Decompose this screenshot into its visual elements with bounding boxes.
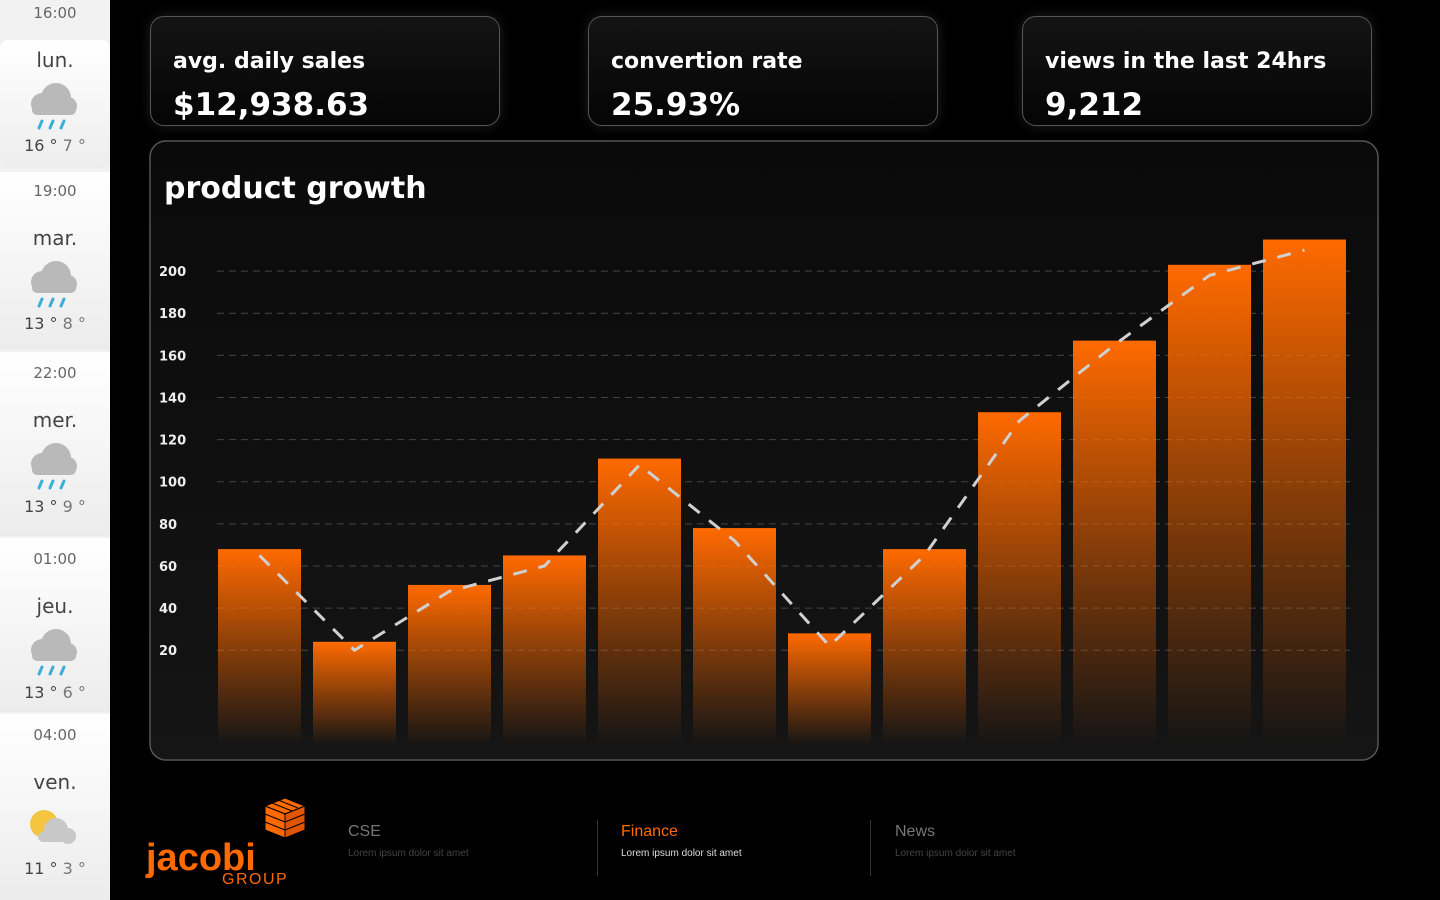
weather-sidebar: 16:00 lun. 16 ° 7 ° 19:00 mar. 13 ° 8 ° 22:00 m… bbox=[0, 0, 110, 900]
temp-low: 6 ° bbox=[62, 683, 86, 702]
temp-low: 8 ° bbox=[62, 314, 86, 333]
temp-high: 13 ° bbox=[24, 497, 58, 516]
bar bbox=[503, 555, 586, 745]
kpi-value: 9,212 bbox=[1045, 87, 1144, 123]
weather-item: 16:00 lun. 16 ° 7 ° bbox=[0, 0, 110, 170]
weather-item: 19:00 mar. 13 ° 8 ° bbox=[0, 172, 110, 350]
divider bbox=[597, 820, 598, 876]
nav-text: Lorem ipsum dolor sit amet bbox=[348, 848, 469, 859]
weather-icon bbox=[31, 629, 77, 676]
bar bbox=[313, 641, 396, 745]
weather-time: 16:00 bbox=[33, 4, 77, 22]
weather-icon bbox=[30, 810, 76, 844]
weather-day: lun. bbox=[36, 48, 74, 72]
bar bbox=[1168, 264, 1251, 745]
y-tick-label: 100 bbox=[159, 476, 186, 491]
y-tick-label: 20 bbox=[159, 644, 177, 659]
logo-sub: GROUP bbox=[222, 871, 288, 888]
weather-day: ven. bbox=[33, 770, 77, 794]
weather-item: 01:00 jeu. 13 ° 6 ° bbox=[0, 538, 110, 712]
nav-title: Finance bbox=[621, 823, 678, 840]
temp-low: 7 ° bbox=[62, 136, 86, 155]
weather-icon bbox=[31, 261, 77, 308]
chart-title: product growth bbox=[164, 171, 427, 206]
kpi-value: $12,938.63 bbox=[173, 87, 370, 123]
kpi-label: views in the last 24hrs bbox=[1045, 49, 1327, 74]
bar bbox=[788, 633, 871, 745]
weather-temps: 11 ° 3 ° bbox=[0, 859, 110, 878]
weather-time: 22:00 bbox=[33, 364, 77, 382]
temp-high: 16 ° bbox=[24, 136, 58, 155]
kpi-card: avg. daily sales $12,938.63 bbox=[150, 16, 500, 126]
temp-low: 9 ° bbox=[62, 497, 86, 516]
bar bbox=[1263, 239, 1346, 745]
bar bbox=[978, 412, 1061, 745]
nav-title: CSE bbox=[348, 823, 381, 840]
bar bbox=[1073, 340, 1156, 745]
trend-line bbox=[258, 248, 1305, 653]
logo-name: jacobi bbox=[145, 837, 256, 879]
logo: jacobi GROUP bbox=[145, 797, 307, 888]
weather-item: 22:00 mer. 13 ° 9 ° bbox=[0, 352, 110, 536]
weather-icon bbox=[31, 443, 77, 490]
y-tick-label: 80 bbox=[159, 518, 177, 533]
bar bbox=[408, 584, 491, 745]
y-tick-label: 200 bbox=[159, 265, 186, 280]
nav-text: Lorem ipsum dolor sit amet bbox=[895, 848, 1016, 859]
temp-low: 3 ° bbox=[62, 859, 86, 878]
y-tick-label: 140 bbox=[159, 391, 186, 406]
weather-item: 04:00 ven. 11 ° 3 ° bbox=[0, 714, 110, 900]
bar bbox=[598, 458, 681, 745]
nav-text: Lorem ipsum dolor sit amet bbox=[621, 848, 742, 859]
kpi-value: 25.93% bbox=[611, 87, 741, 123]
kpi-card: views in the last 24hrs 9,212 bbox=[1022, 16, 1372, 126]
y-tick-label: 40 bbox=[159, 602, 177, 617]
nav-title: News bbox=[895, 823, 936, 840]
weather-temps: 13 ° 6 ° bbox=[0, 683, 110, 702]
bar bbox=[218, 549, 301, 745]
weather-time: 19:00 bbox=[33, 182, 77, 200]
y-tick-label: 180 bbox=[159, 307, 186, 322]
temp-high: 13 ° bbox=[24, 683, 58, 702]
divider bbox=[870, 820, 871, 876]
y-tick-label: 120 bbox=[159, 434, 186, 449]
logo-cube bbox=[263, 797, 307, 839]
weather-temps: 13 ° 8 ° bbox=[0, 314, 110, 333]
weather-day: mar. bbox=[32, 226, 78, 250]
weather-time: 01:00 bbox=[33, 550, 77, 568]
kpi-card: convertion rate 25.93% bbox=[588, 16, 938, 126]
temp-high: 11 ° bbox=[24, 859, 58, 878]
weather-temps: 13 ° 9 ° bbox=[0, 497, 110, 516]
weather-day: jeu. bbox=[36, 594, 74, 618]
y-tick-label: 160 bbox=[159, 349, 186, 364]
weather-time: 04:00 bbox=[33, 726, 77, 744]
weather-temps: 16 ° 7 ° bbox=[0, 136, 110, 155]
kpi-label: avg. daily sales bbox=[173, 49, 366, 74]
weather-day: mer. bbox=[32, 408, 78, 432]
weather-icon bbox=[31, 83, 77, 130]
bar bbox=[883, 549, 966, 745]
kpi-label: convertion rate bbox=[611, 49, 803, 74]
y-tick-label: 60 bbox=[159, 560, 177, 575]
bar bbox=[693, 528, 776, 745]
temp-high: 13 ° bbox=[24, 314, 58, 333]
